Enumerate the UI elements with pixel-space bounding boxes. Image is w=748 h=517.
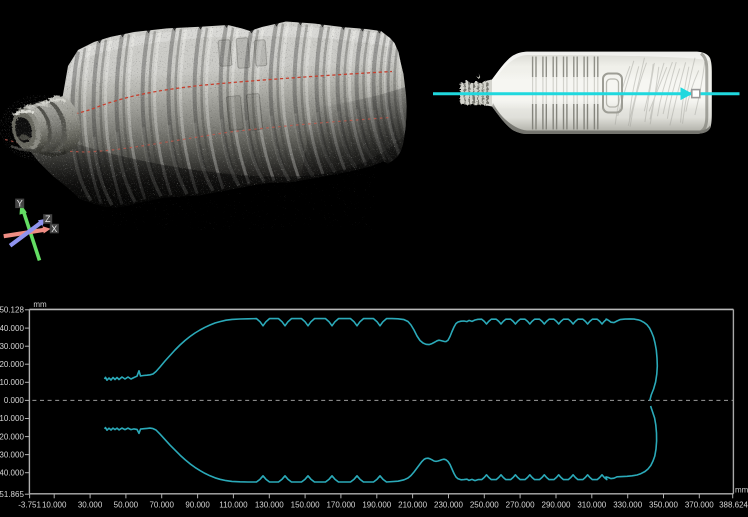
svg-text:30.000: 30.000 bbox=[78, 500, 103, 509]
svg-text:-30.000: -30.000 bbox=[0, 450, 24, 459]
svg-text:50.128: 50.128 bbox=[0, 306, 24, 315]
svg-text:mm: mm bbox=[33, 300, 47, 309]
svg-text:mm: mm bbox=[735, 486, 748, 495]
svg-text:388.624: 388.624 bbox=[719, 500, 748, 509]
svg-text:290.000: 290.000 bbox=[542, 500, 571, 509]
svg-text:50.000: 50.000 bbox=[114, 500, 139, 509]
svg-text:10.000: 10.000 bbox=[0, 378, 24, 387]
svg-text:170.000: 170.000 bbox=[326, 500, 355, 509]
svg-text:350.000: 350.000 bbox=[649, 500, 678, 509]
svg-text:330.000: 330.000 bbox=[613, 500, 642, 509]
svg-text:-10.000: -10.000 bbox=[0, 414, 24, 423]
svg-text:20.000: 20.000 bbox=[0, 360, 24, 369]
svg-text:40.000: 40.000 bbox=[0, 324, 24, 333]
svg-text:Z: Z bbox=[45, 214, 51, 224]
svg-text:250.000: 250.000 bbox=[470, 500, 499, 509]
svg-text:310.000: 310.000 bbox=[577, 500, 606, 509]
svg-text:90.000: 90.000 bbox=[185, 500, 210, 509]
svg-text:70.000: 70.000 bbox=[149, 500, 174, 509]
svg-text:210.000: 210.000 bbox=[398, 500, 427, 509]
svg-text:-40.000: -40.000 bbox=[0, 468, 24, 477]
svg-text:370.000: 370.000 bbox=[685, 500, 714, 509]
svg-text:230.000: 230.000 bbox=[434, 500, 463, 509]
svg-text:270.000: 270.000 bbox=[506, 500, 535, 509]
svg-text:X: X bbox=[51, 224, 57, 234]
svg-text:-51.865: -51.865 bbox=[0, 490, 24, 499]
svg-text:-20.000: -20.000 bbox=[0, 432, 24, 441]
svg-text:150.000: 150.000 bbox=[291, 500, 320, 509]
svg-text:0.000: 0.000 bbox=[4, 396, 25, 405]
svg-text:130.000: 130.000 bbox=[255, 500, 284, 509]
svg-text:Y: Y bbox=[17, 199, 23, 209]
svg-text:190.000: 190.000 bbox=[362, 500, 391, 509]
svg-text:110.000: 110.000 bbox=[219, 500, 248, 509]
svg-text:30.000: 30.000 bbox=[0, 342, 24, 351]
svg-text:-3.751: -3.751 bbox=[18, 500, 41, 509]
svg-text:10.000: 10.000 bbox=[42, 500, 67, 509]
